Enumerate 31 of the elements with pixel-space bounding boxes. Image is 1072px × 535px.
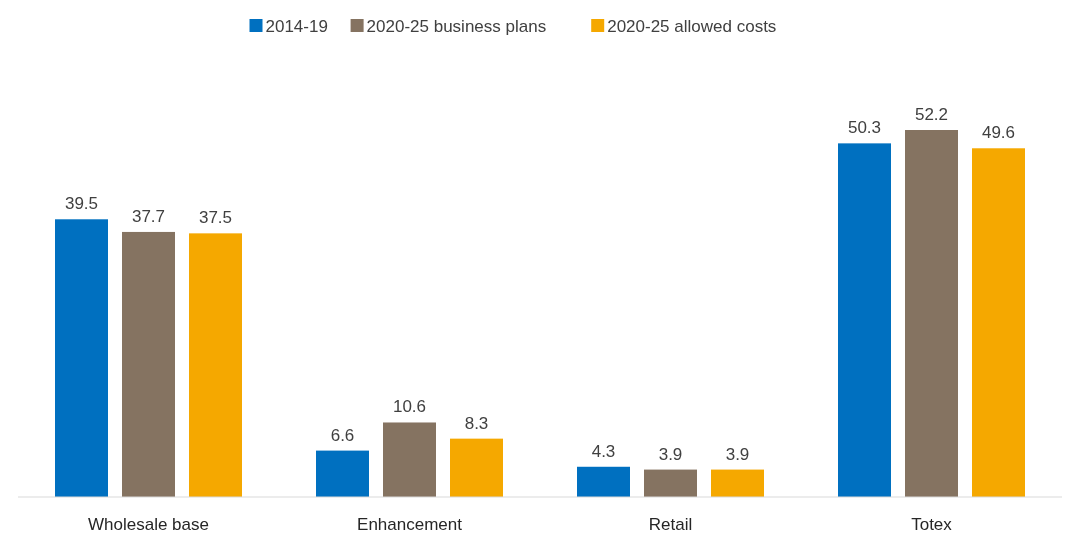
- legend-label: 2014-19: [265, 17, 328, 36]
- data-label: 3.9: [725, 444, 750, 464]
- data-label: 52.2: [914, 105, 949, 124]
- bar: [55, 219, 108, 497]
- bar: [122, 231, 175, 497]
- data-label: 50.3: [847, 118, 882, 138]
- data-label: 10.6: [392, 397, 427, 417]
- data-label: 37.5: [198, 208, 233, 228]
- bar: [316, 450, 369, 497]
- data-label: 3.9: [658, 444, 683, 464]
- x-tick-label: Wholesale base: [88, 515, 209, 534]
- bar: [972, 148, 1025, 497]
- data-label: 6.6: [330, 425, 355, 445]
- bar: [189, 233, 242, 497]
- data-label: 4.3: [591, 441, 616, 461]
- bar: [905, 130, 958, 497]
- bar: [383, 422, 436, 497]
- legend-label: 2020-25 allowed costs: [607, 17, 777, 36]
- data-label: 39.5: [64, 194, 99, 214]
- data-label: 49.6: [981, 123, 1016, 143]
- bar: [711, 469, 764, 497]
- data-label: 8.3: [464, 413, 489, 433]
- x-tick-label: Retail: [648, 515, 693, 534]
- legend-label: 2020-25 business plans: [366, 17, 547, 36]
- bar: [577, 466, 630, 497]
- x-tick-label: Totex: [911, 515, 953, 534]
- bar: [838, 143, 891, 497]
- bar: [450, 438, 503, 497]
- bar: [644, 469, 697, 497]
- x-tick-label: Enhancement: [357, 515, 463, 534]
- data-label: 37.7: [131, 206, 166, 226]
